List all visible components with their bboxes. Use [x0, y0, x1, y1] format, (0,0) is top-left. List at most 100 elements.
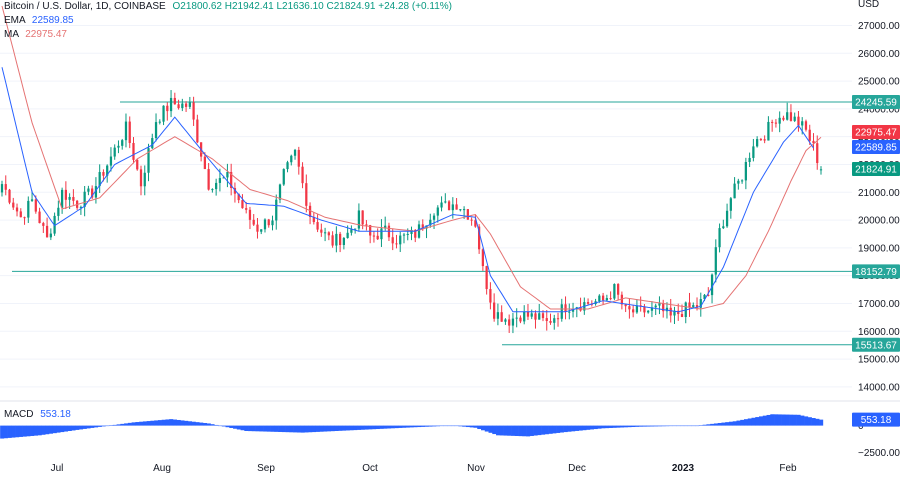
candle: [481, 248, 485, 271]
candle-body: [226, 172, 229, 178]
candle-body: [530, 313, 533, 317]
candle-body: [523, 311, 526, 322]
macd-bar: [496, 425, 501, 436]
candle-body: [744, 162, 747, 181]
macd-bar: [458, 425, 463, 427]
candle-body: [271, 220, 274, 226]
macd-bar: [601, 425, 606, 429]
macd-bar: [589, 425, 595, 430]
candle: [121, 138, 124, 150]
macd-bar: [563, 425, 568, 433]
candle: [639, 296, 642, 312]
candle-body: [361, 210, 364, 225]
candle: [819, 166, 823, 175]
candle: [466, 208, 469, 220]
candle: [124, 113, 128, 148]
candle-body: [0, 184, 4, 193]
macd-bar: [650, 425, 655, 427]
macd-bar: [300, 425, 305, 433]
candle-body: [771, 121, 774, 123]
macd-bar: [296, 425, 301, 433]
candle: [493, 293, 496, 322]
macd-bar: [593, 425, 598, 430]
candle: [774, 119, 778, 128]
price-label: 24245.59: [852, 95, 900, 110]
candle-body: [173, 97, 176, 105]
macd-bar: [597, 425, 602, 429]
candle-body: [354, 228, 357, 230]
candle: [451, 197, 454, 219]
candle: [804, 119, 808, 132]
macd-bar: [330, 425, 335, 432]
candle-body: [376, 235, 379, 240]
macd-bar: [785, 414, 790, 426]
macd-bar: [150, 420, 155, 426]
candle: [710, 273, 714, 304]
macd-bar: [469, 425, 474, 428]
candle: [635, 299, 639, 314]
macd-bar: [79, 425, 84, 430]
price-tick-label: 19000.00: [858, 243, 900, 254]
candle: [759, 137, 763, 141]
macd-bar: [360, 425, 365, 430]
candle-body: [417, 224, 421, 238]
macd-bar: [477, 425, 482, 430]
candle-body: [282, 169, 285, 185]
macd-bar: [112, 424, 117, 426]
candle: [181, 98, 184, 112]
candle-body: [748, 157, 751, 163]
macd-bar: [263, 425, 268, 432]
price-labels: 24245.59 22975.47 22589.85 21824.91 18152.79…: [852, 95, 900, 427]
candle: [429, 213, 432, 228]
macd-bar: [439, 425, 444, 427]
candle-body: [248, 209, 252, 220]
candle: [571, 302, 575, 318]
candle: [380, 219, 383, 247]
macd-bar: [37, 425, 42, 436]
macd-bar: [372, 425, 377, 430]
candle-body: [620, 294, 624, 305]
time-tick-label: 2023: [672, 463, 695, 474]
macd-bar: [379, 425, 384, 429]
candle-body: [504, 319, 507, 322]
macd-bar: [695, 425, 700, 427]
candle: [87, 185, 90, 196]
macd-bar: [586, 425, 591, 430]
candle: [624, 303, 627, 313]
candle: [725, 203, 729, 228]
candle-body: [519, 317, 522, 322]
candle-body: [635, 305, 639, 313]
candle: [718, 223, 721, 253]
candle: [177, 99, 180, 110]
macd-bar: [413, 425, 418, 428]
candle-body: [699, 299, 702, 308]
candle: [331, 231, 334, 248]
symbol-title: Bitcoin / U.S. Dollar, 1D, COINBASE: [4, 1, 166, 12]
candle: [147, 143, 150, 182]
macd-bar: [447, 425, 452, 427]
price-label-text: 22975.47: [855, 128, 897, 139]
candle: [256, 217, 259, 239]
candle-body: [237, 193, 240, 201]
candle-body: [695, 305, 699, 308]
candle: [173, 92, 176, 105]
candle-body: [586, 302, 590, 304]
candle-body: [444, 201, 447, 203]
candle-body: [459, 209, 462, 211]
macd-bar: [533, 425, 538, 436]
candle-body: [312, 216, 315, 223]
candle-body: [293, 149, 297, 156]
macd-bar: [233, 425, 238, 429]
candle-body: [662, 303, 665, 312]
macd-bar: [725, 422, 730, 426]
macd-bar: [571, 425, 576, 432]
macd-bar: [751, 417, 756, 426]
price-label-box: [852, 264, 900, 279]
macd-bar: [552, 425, 557, 434]
candle: [305, 174, 308, 213]
macd-bar: [653, 425, 658, 427]
candle-body: [15, 207, 19, 212]
candle-body: [605, 298, 608, 301]
macd-bar: [507, 425, 512, 436]
candle: [786, 102, 789, 121]
